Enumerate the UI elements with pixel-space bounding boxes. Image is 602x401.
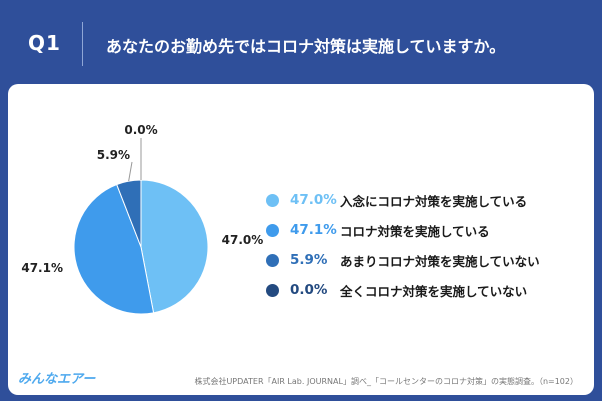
legend-value-1: 47.1% [290, 222, 337, 238]
question-number: Q1 [28, 31, 61, 55]
legend-swatch-3 [266, 283, 279, 297]
legend-swatch-2 [266, 253, 279, 267]
pie-chart: 47.0% 47.1% 5.9% 0.0% [21, 123, 264, 315]
chart-card: 47.0% 47.1% 5.9% 0.0% 47.0% 入念にコロナ対策を実施している… [8, 84, 594, 395]
pie-label-1: 47.1% [21, 261, 63, 275]
header-divider [82, 22, 83, 66]
legend-label-2: あまりコロナ対策を実施していない [340, 253, 540, 269]
legend-label-0: 入念にコロナ対策を実施している [340, 193, 528, 209]
legend-label-1: コロナ対策を実施している [340, 223, 490, 239]
pie-label-3: 0.0% [124, 123, 157, 137]
legend-item: 5.9% あまりコロナ対策を実施していない [266, 245, 540, 275]
header: Q1 あなたのお勤め先ではコロナ対策は実施していますか。 [0, 0, 602, 84]
legend-value-2: 5.9% [290, 252, 328, 268]
legend-item: 0.0% 全くコロナ対策を実施していない [266, 275, 540, 305]
legend-item: 47.0% 入念にコロナ対策を実施している [266, 185, 540, 215]
legend-item: 47.1% コロナ対策を実施している [266, 215, 540, 245]
pie-leader-2 [128, 161, 133, 182]
pie-slice-0 [140, 179, 209, 314]
pie-label-2: 5.9% [97, 148, 130, 162]
legend-swatch-1 [266, 223, 279, 237]
question-text: あなたのお勤め先ではコロナ対策は実施していますか。 [106, 37, 506, 56]
brand-logo: みんなエアー [18, 372, 96, 387]
pie-slice-1 [73, 183, 155, 315]
chart-legend: 47.0% 入念にコロナ対策を実施している 47.1% コロナ対策を実施している… [266, 185, 540, 305]
legend-value-0: 47.0% [290, 192, 337, 208]
legend-swatch-0 [266, 193, 279, 207]
pie-label-0: 47.0% [222, 233, 264, 247]
source-note: 株式会社UPDATER「AIR Lab. JOURNAL」調べ_「コールセンター… [194, 377, 578, 386]
legend-label-3: 全くコロナ対策を実施していない [340, 283, 528, 299]
legend-value-3: 0.0% [290, 282, 328, 298]
